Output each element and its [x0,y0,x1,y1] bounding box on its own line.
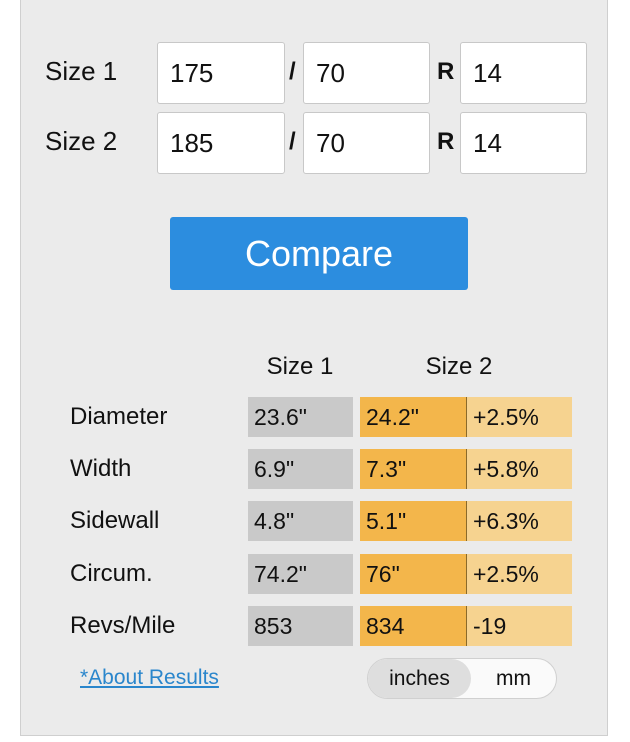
size2-value: 24.2" [360,397,467,437]
difference: +6.3% [467,501,572,542]
size1-value: 6.9" [248,449,353,490]
row-label: Revs/Mile [70,611,176,639]
size1-value: 4.8" [248,501,353,542]
aspect-input[interactable]: 70 [303,42,430,104]
difference: -19 [467,605,572,646]
column-header: Size 1 [266,353,334,380]
row-label: Sidewall [70,507,160,535]
size2-value: 5.1" [360,501,467,542]
size2-value: 76" [360,553,467,594]
width-input[interactable]: 185 [157,112,285,174]
separator: / [289,128,296,155]
unit-toggle: inches mm [367,658,557,699]
size-label: Size 1 [45,56,118,86]
size1-value: 853 [248,605,353,646]
size2-value: 7.3" [360,449,467,490]
row-label: Circum. [70,559,153,587]
size1-value: 23.6" [248,397,353,437]
width-input[interactable]: 175 [157,42,285,104]
size2-value: 834 [360,605,467,646]
difference: +5.8% [467,449,572,490]
row-label: Diameter [70,403,168,430]
about-results-link[interactable]: *About Results [80,666,219,689]
construction: R [437,58,455,85]
rim-input[interactable]: 14 [460,42,587,104]
unit-option[interactable]: inches [368,659,471,698]
difference: +2.5% [467,397,572,437]
size-label: Size 2 [45,126,118,156]
unit-option[interactable]: mm [496,667,531,690]
separator: / [289,58,296,85]
rim-input[interactable]: 14 [460,112,587,174]
aspect-input[interactable]: 70 [303,112,430,174]
row-label: Width [70,455,132,483]
column-header: Size 2 [425,353,493,380]
compare-button[interactable]: Compare [170,217,468,290]
construction: R [437,128,455,155]
size1-value: 74.2" [248,553,353,594]
difference: +2.5% [467,553,572,594]
